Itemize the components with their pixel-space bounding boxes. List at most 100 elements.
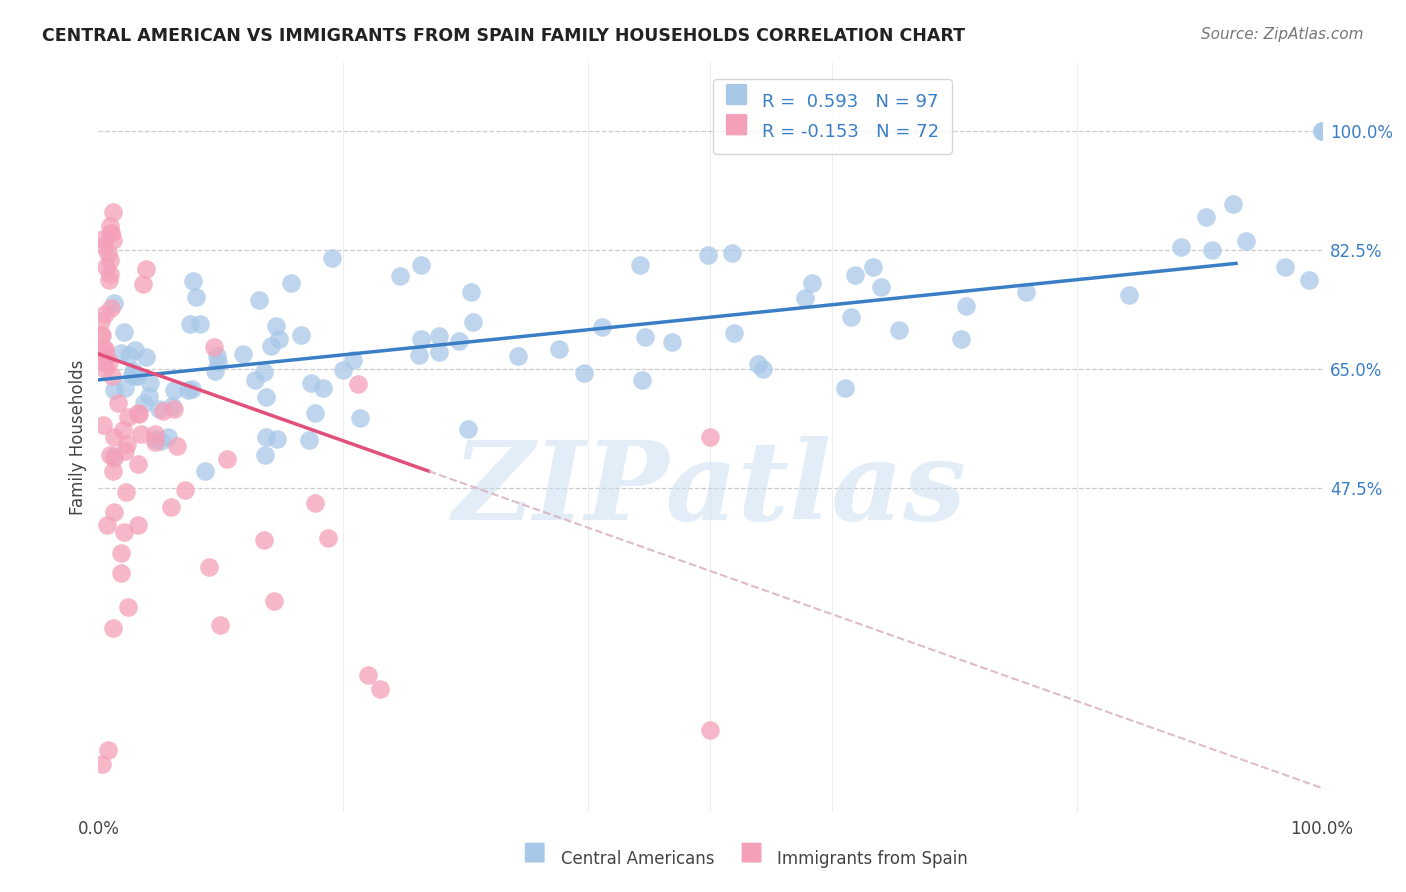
Point bbox=[547, 342, 569, 356]
Point bbox=[100, 301, 122, 315]
Point bbox=[148, 402, 170, 417]
Point bbox=[96, 260, 118, 274]
Point bbox=[332, 363, 354, 377]
Point bbox=[97, 743, 120, 757]
Legend: Central Americans, Immigrants from Spain: Central Americans, Immigrants from Spain bbox=[516, 843, 974, 875]
Text: ZIPatlas: ZIPatlas bbox=[453, 436, 967, 543]
Point bbox=[298, 433, 321, 447]
Point bbox=[254, 430, 277, 444]
Point bbox=[1195, 210, 1218, 224]
Point bbox=[572, 366, 595, 380]
Point bbox=[321, 251, 343, 265]
Point bbox=[93, 355, 115, 369]
Point bbox=[388, 268, 411, 283]
Point bbox=[110, 346, 132, 360]
Point bbox=[100, 219, 122, 233]
Point bbox=[263, 594, 285, 608]
Point bbox=[634, 330, 657, 344]
Point bbox=[127, 457, 149, 471]
Point bbox=[266, 432, 288, 446]
Point bbox=[143, 435, 166, 450]
Point bbox=[409, 258, 432, 272]
Point bbox=[254, 390, 277, 404]
Point bbox=[90, 757, 112, 772]
Point bbox=[839, 310, 862, 324]
Point bbox=[138, 389, 160, 403]
Point bbox=[177, 383, 200, 397]
Point bbox=[887, 323, 910, 337]
Point bbox=[793, 291, 815, 305]
Point bbox=[132, 396, 155, 410]
Point bbox=[124, 369, 146, 384]
Point bbox=[312, 381, 335, 395]
Point bbox=[100, 226, 122, 240]
Point bbox=[264, 318, 287, 333]
Point bbox=[96, 517, 118, 532]
Point bbox=[253, 533, 276, 547]
Point bbox=[318, 531, 340, 545]
Point bbox=[949, 332, 972, 346]
Point bbox=[254, 448, 277, 462]
Point bbox=[152, 404, 174, 418]
Point bbox=[628, 258, 651, 272]
Text: Source: ZipAtlas.com: Source: ZipAtlas.com bbox=[1201, 27, 1364, 42]
Point bbox=[304, 406, 326, 420]
Point bbox=[862, 260, 884, 274]
Point bbox=[253, 365, 276, 379]
Point bbox=[98, 267, 121, 281]
Point bbox=[101, 233, 124, 247]
Point bbox=[114, 381, 136, 395]
Point bbox=[112, 423, 135, 437]
Point bbox=[160, 399, 183, 413]
Point bbox=[103, 296, 125, 310]
Point bbox=[190, 317, 212, 331]
Point bbox=[1015, 285, 1038, 299]
Point bbox=[427, 329, 450, 343]
Point bbox=[463, 315, 485, 329]
Point bbox=[115, 484, 138, 499]
Point bbox=[163, 383, 186, 397]
Point bbox=[180, 382, 202, 396]
Point bbox=[103, 450, 125, 465]
Point bbox=[117, 600, 139, 615]
Point bbox=[1274, 260, 1296, 274]
Text: CENTRAL AMERICAN VS IMMIGRANTS FROM SPAIN FAMILY HOUSEHOLDS CORRELATION CHART: CENTRAL AMERICAN VS IMMIGRANTS FROM SPAI… bbox=[42, 27, 965, 45]
Point bbox=[93, 342, 115, 356]
Point bbox=[844, 268, 866, 283]
Point bbox=[101, 205, 124, 219]
Point bbox=[135, 262, 157, 277]
Point bbox=[112, 525, 135, 540]
Point bbox=[135, 351, 157, 365]
Point bbox=[411, 332, 433, 346]
Point bbox=[139, 376, 162, 390]
Point bbox=[1310, 123, 1333, 137]
Point bbox=[125, 369, 148, 384]
Point bbox=[800, 276, 823, 290]
Point bbox=[232, 347, 254, 361]
Point bbox=[209, 618, 232, 632]
Point bbox=[103, 464, 125, 478]
Point bbox=[834, 380, 856, 394]
Point bbox=[98, 355, 121, 369]
Point bbox=[408, 348, 430, 362]
Point bbox=[160, 500, 183, 514]
Point bbox=[1234, 234, 1257, 248]
Point bbox=[91, 418, 114, 433]
Point bbox=[101, 368, 124, 383]
Point bbox=[457, 422, 479, 436]
Point bbox=[247, 293, 270, 307]
Point bbox=[118, 347, 141, 361]
Point bbox=[101, 621, 124, 635]
Point bbox=[90, 314, 112, 328]
Point bbox=[751, 362, 773, 376]
Point bbox=[1298, 273, 1320, 287]
Point bbox=[290, 328, 312, 343]
Point bbox=[349, 411, 371, 425]
Point bbox=[269, 332, 291, 346]
Point bbox=[304, 496, 326, 510]
Point bbox=[721, 246, 744, 260]
Point bbox=[697, 248, 720, 262]
Point bbox=[207, 354, 229, 368]
Point bbox=[112, 326, 135, 340]
Point bbox=[699, 430, 721, 444]
